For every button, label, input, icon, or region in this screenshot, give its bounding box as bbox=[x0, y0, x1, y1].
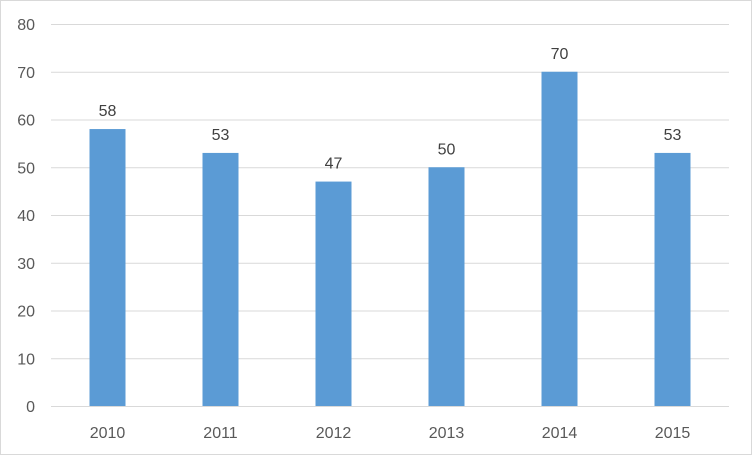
gridlines bbox=[51, 24, 729, 407]
data-labels: 58 53 47 50 70 53 bbox=[99, 46, 682, 173]
y-axis-ticks: 0 10 20 30 40 50 60 70 80 bbox=[17, 17, 35, 416]
y-tick-label: 60 bbox=[17, 113, 35, 130]
x-tick-label: 2013 bbox=[429, 425, 465, 442]
bar bbox=[89, 129, 126, 407]
y-tick-label: 10 bbox=[17, 351, 35, 368]
y-tick-label: 70 bbox=[17, 65, 35, 82]
bar bbox=[428, 167, 465, 406]
bar bbox=[202, 152, 239, 406]
y-tick-label: 80 bbox=[17, 17, 35, 34]
y-tick-label: 0 bbox=[26, 399, 35, 416]
data-label: 58 bbox=[99, 103, 117, 120]
bar bbox=[654, 152, 691, 406]
x-axis-ticks: 2010 2011 2012 2013 2014 2015 bbox=[90, 425, 691, 442]
data-label: 53 bbox=[664, 127, 682, 144]
x-tick-label: 2010 bbox=[90, 425, 126, 442]
data-label: 47 bbox=[325, 156, 343, 173]
bar bbox=[315, 181, 352, 406]
y-tick-label: 50 bbox=[17, 160, 35, 177]
x-tick-label: 2011 bbox=[203, 425, 238, 442]
y-tick-label: 30 bbox=[17, 256, 35, 273]
x-tick-label: 2015 bbox=[655, 425, 691, 442]
bars bbox=[89, 71, 691, 407]
data-label: 50 bbox=[438, 141, 456, 158]
x-tick-label: 2012 bbox=[316, 425, 352, 442]
data-label: 70 bbox=[551, 46, 569, 63]
y-tick-label: 20 bbox=[17, 304, 35, 321]
bar bbox=[541, 71, 578, 406]
data-label: 53 bbox=[212, 127, 230, 144]
x-tick-label: 2014 bbox=[542, 425, 578, 442]
y-tick-label: 40 bbox=[17, 208, 35, 225]
